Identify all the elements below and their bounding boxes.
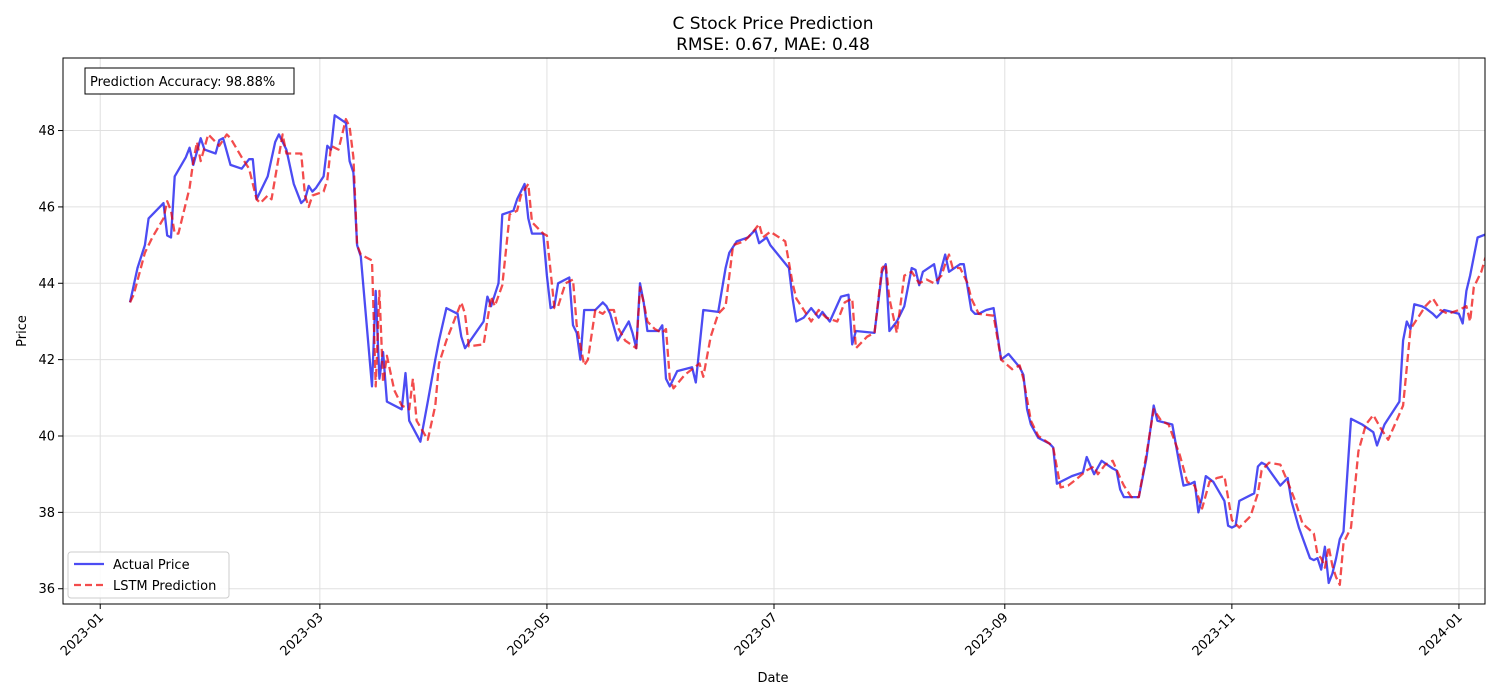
y-tick-label: 38 [38, 506, 55, 521]
y-axis: 36 38 40 42 44 46 48 [38, 124, 63, 597]
accuracy-annotation-box [84, 67, 295, 95]
y-tick-label: 42 [38, 353, 55, 368]
y-tick-label: 40 [38, 430, 55, 445]
lstm-prediction-line [128, 117, 1485, 587]
legend[interactable]: Actual Price LSTM Prediction [67, 551, 230, 599]
chart-title: C Stock Price Prediction [672, 14, 873, 34]
accuracy-annotation: Prediction Accuracy: 98.88% [84, 67, 295, 95]
chart-subtitle: RMSE: 0.67, MAE: 0.48 [676, 35, 870, 55]
legend-box [67, 551, 230, 599]
series-layer [128, 114, 1485, 587]
y-tick-label: 36 [38, 582, 55, 597]
accuracy-annotation-text: Prediction Accuracy: 98.88% [90, 75, 275, 90]
y-tick-label: 44 [38, 277, 55, 292]
y-axis-label: Price [15, 315, 30, 347]
y-tick-label: 48 [38, 124, 55, 139]
grid-lines [63, 58, 1485, 604]
legend-label-prediction: LSTM Prediction [113, 579, 216, 594]
legend-label-actual: Actual Price [113, 558, 190, 573]
y-tick-label: 46 [38, 200, 55, 215]
x-axis-label: Date [757, 671, 788, 686]
